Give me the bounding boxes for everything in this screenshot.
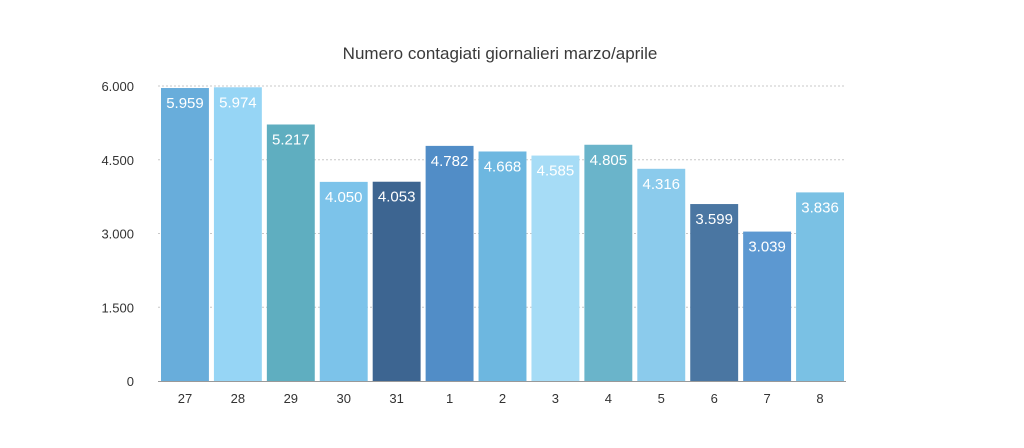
y-tick-label: 4.500 <box>101 153 134 168</box>
data-label: 4.805 <box>590 152 628 169</box>
chart-title: Numero contagiati giornalieri marzo/apri… <box>342 44 658 63</box>
bar <box>637 168 686 381</box>
x-tick-label: 6 <box>711 391 718 406</box>
bar <box>690 204 739 381</box>
data-label: 5.974 <box>219 94 257 111</box>
data-label: 5.959 <box>166 95 204 112</box>
data-label: 4.782 <box>431 153 469 170</box>
x-tick-label: 3 <box>552 391 559 406</box>
bar <box>161 88 209 381</box>
bar <box>743 231 792 381</box>
y-tick-label: 6.000 <box>101 79 134 94</box>
x-tick-label: 28 <box>231 391 245 406</box>
data-label: 3.039 <box>748 239 786 256</box>
bar <box>213 87 262 382</box>
y-tick-label: 0 <box>127 374 134 389</box>
data-label: 4.316 <box>642 176 680 193</box>
data-label: 5.217 <box>272 131 310 148</box>
x-tick-label: 2 <box>499 391 506 406</box>
x-tick-label: 29 <box>284 391 298 406</box>
bar <box>584 144 633 381</box>
bar <box>266 124 315 381</box>
bar <box>425 145 474 381</box>
data-label: 3.599 <box>695 211 733 228</box>
x-tick-label: 5 <box>658 391 665 406</box>
bar <box>531 155 580 381</box>
data-label: 3.836 <box>801 199 839 216</box>
bar <box>372 181 421 381</box>
data-label: 4.668 <box>484 158 522 175</box>
data-label: 4.050 <box>325 189 363 206</box>
y-tick-label: 3.000 <box>101 227 134 242</box>
bar <box>478 151 527 381</box>
x-tick-label: 4 <box>605 391 612 406</box>
data-label: 4.585 <box>537 163 575 180</box>
x-tick-label: 31 <box>389 391 403 406</box>
data-label: 4.053 <box>378 189 416 206</box>
x-tick-label: 30 <box>336 391 350 406</box>
bar <box>796 192 844 381</box>
x-tick-label: 7 <box>763 391 770 406</box>
x-tick-label: 8 <box>816 391 823 406</box>
x-tick-label: 1 <box>446 391 453 406</box>
bar <box>319 181 368 381</box>
y-tick-label: 1.500 <box>101 300 134 315</box>
x-tick-label: 27 <box>178 391 192 406</box>
